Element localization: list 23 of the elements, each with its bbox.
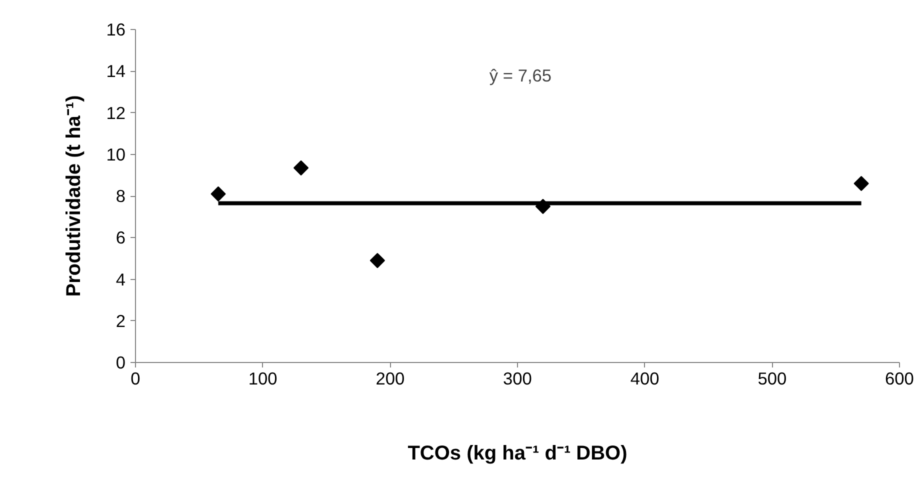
y-tick-label: 6 <box>116 228 126 248</box>
point <box>370 252 386 268</box>
point <box>210 186 226 202</box>
y-tick-label: 10 <box>106 144 126 164</box>
x-tick-label: 400 <box>630 368 660 388</box>
y-tick-label: 2 <box>116 310 126 331</box>
annotation: ŷ = 7,65 <box>489 66 552 86</box>
x-tick-label: 600 <box>885 368 914 388</box>
x-tick-label: 100 <box>248 368 278 388</box>
y-tick-label: 14 <box>106 61 126 82</box>
y-tick-label: 12 <box>106 102 126 123</box>
y-tick-label: 16 <box>106 20 126 40</box>
x-tick-label: 500 <box>758 368 787 388</box>
x-axis-title: TCOs (kg ha⁻¹ d⁻¹ DBO) <box>408 442 628 464</box>
y-axis-title: Produtividade (t ha⁻¹) <box>63 95 86 297</box>
x-tick-label: 300 <box>503 368 532 388</box>
point <box>854 176 869 192</box>
y-tick-label: 8 <box>116 186 126 206</box>
y-tick-label: 0 <box>116 352 126 372</box>
x-tick-label: 200 <box>376 368 405 388</box>
y-tick-label: 4 <box>116 269 126 290</box>
point <box>293 160 309 176</box>
x-tick-label: 0 <box>130 368 140 388</box>
